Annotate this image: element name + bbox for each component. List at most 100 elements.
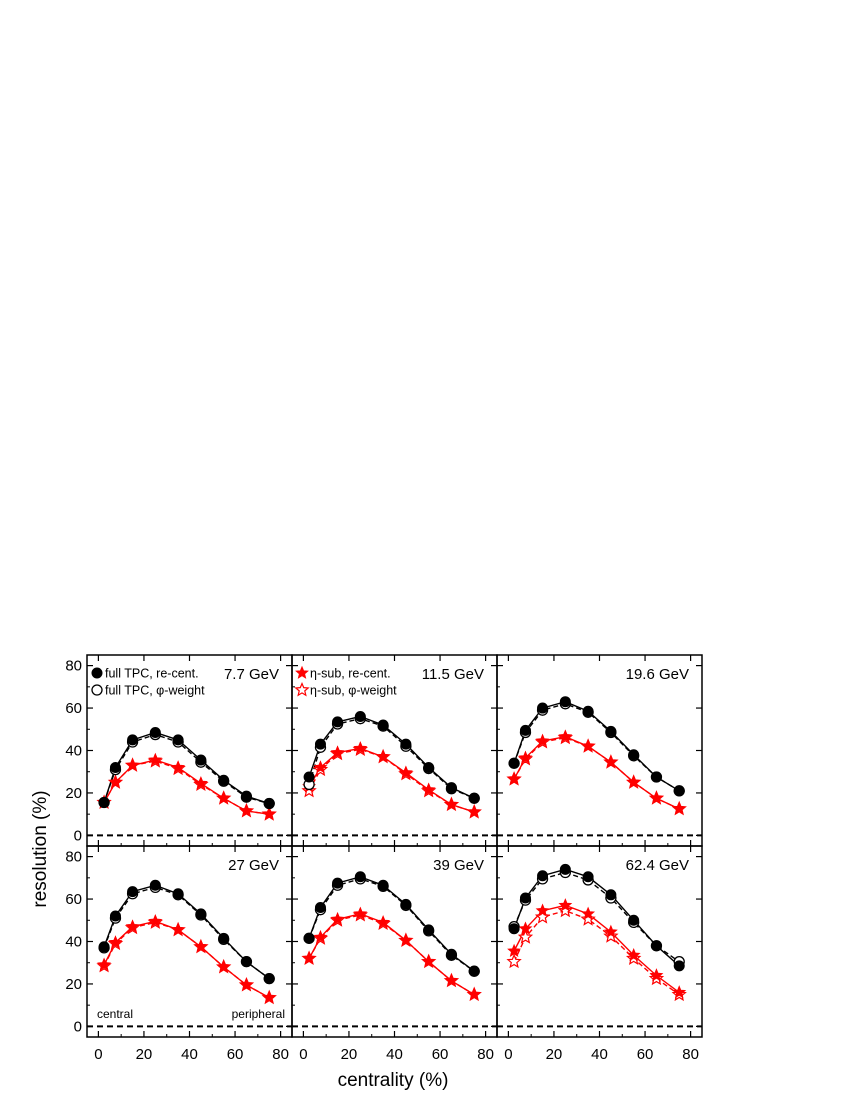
data-point-full-tpc-recent	[195, 908, 207, 920]
data-point-full-tpc-recent	[172, 888, 184, 900]
data-point-eta-sub-recent	[330, 911, 345, 926]
y-tick-label: 80	[65, 849, 82, 866]
data-point-eta-sub-recent	[108, 935, 123, 949]
data-point-eta-sub-recent	[467, 987, 482, 1001]
data-point-eta-sub-recent	[376, 915, 391, 929]
data-point-eta-sub-recent	[193, 939, 208, 953]
panels: 0 20 40 60 80 7.7 GeV 11.5 GeV 19.6 GeV 0 20 40 60 8…	[65, 654, 703, 1063]
data-point-eta-sub-recent	[330, 745, 345, 759]
data-point-eta-sub-phiweight	[534, 909, 551, 924]
x-tick-label: 80	[682, 1046, 699, 1063]
data-point-eta-sub-recent	[626, 775, 641, 789]
data-point-eta-sub-recent	[216, 790, 231, 805]
data-point-full-tpc-recent	[400, 738, 412, 750]
data-point-full-tpc-recent	[423, 924, 435, 936]
note-peripheral: peripheral	[232, 1007, 285, 1021]
legend-marker	[91, 684, 103, 696]
panel-frame	[496, 654, 703, 847]
data-point-full-tpc-recent	[423, 761, 435, 773]
x-tick-label: 40	[386, 1046, 403, 1063]
data-point-full-tpc-recent	[332, 716, 344, 728]
x-tick-label: 20	[546, 1046, 563, 1063]
data-point-eta-sub-recent	[108, 775, 123, 789]
legend-2: η-sub, re-cent. η-sub, φ-weight	[294, 665, 397, 698]
y-tick-label: 0	[74, 1018, 82, 1035]
data-point-eta-sub-phiweight	[506, 953, 522, 969]
data-point-full-tpc-recent	[582, 705, 594, 717]
data-point-full-tpc-recent	[127, 734, 139, 746]
energy-label: 39 GeV	[433, 857, 484, 874]
data-point-eta-sub-recent	[444, 797, 459, 811]
x-tick-label: 40	[591, 1046, 608, 1063]
data-point-full-tpc-recent	[98, 941, 110, 953]
note-central: central	[97, 1007, 133, 1021]
legend-label: η-sub, re-cent.	[310, 667, 391, 681]
data-point-eta-sub-recent	[353, 906, 368, 920]
legend-label: full TPC, φ-weight	[105, 684, 205, 698]
data-point-eta-sub-recent	[672, 801, 687, 815]
data-point-full-tpc-recent	[377, 719, 389, 731]
y-tick-label: 20	[65, 976, 82, 993]
legend-marker	[91, 667, 103, 679]
data-point-full-tpc-recent	[109, 910, 121, 922]
data-point-full-tpc-recent	[377, 879, 389, 891]
data-point-eta-sub-phiweight	[557, 902, 574, 918]
data-point-full-tpc-recent	[263, 973, 275, 985]
energy-label: 11.5 GeV	[422, 666, 484, 683]
data-point-eta-sub-recent	[467, 804, 482, 818]
panel-2: 11.5 GeV	[291, 654, 498, 847]
panel-5: 0 20 40 60 80 39 GeV	[291, 845, 498, 1063]
panel-4: 0 20 40 60 80 0 20 40 60 80 27 GeV	[65, 845, 293, 1063]
data-point-full-tpc-recent	[650, 940, 662, 952]
data-point-full-tpc-recent	[195, 754, 207, 766]
data-point-full-tpc-recent	[109, 761, 121, 773]
series-line-eta-sub-phiweight	[103, 921, 270, 999]
data-point-eta-sub-recent	[649, 968, 664, 982]
data-point-full-tpc-recent	[559, 696, 571, 708]
data-point-full-tpc-recent	[400, 898, 412, 910]
y-tick-label: 20	[65, 785, 82, 802]
x-tick-label: 80	[477, 1046, 494, 1063]
data-point-eta-sub-recent	[262, 990, 277, 1004]
data-point-eta-sub-recent	[353, 741, 368, 755]
data-point-full-tpc-recent	[559, 863, 571, 875]
data-point-eta-sub-recent	[125, 758, 140, 772]
data-point-full-tpc-recent	[445, 782, 457, 794]
data-point-full-tpc-recent	[240, 956, 252, 968]
data-point-full-tpc-recent	[332, 877, 344, 889]
x-tick-label: 0	[504, 1046, 512, 1063]
data-point-eta-sub-recent	[148, 752, 163, 766]
data-point-full-tpc-recent	[673, 960, 685, 972]
data-point-eta-sub-recent	[535, 903, 550, 917]
data-point-full-tpc-recent	[605, 889, 617, 901]
data-point-full-tpc-recent	[303, 771, 315, 783]
data-point-eta-sub-recent	[558, 898, 573, 912]
x-tick-label: 40	[181, 1046, 198, 1063]
panel-3: 19.6 GeV	[496, 654, 703, 847]
data-point-full-tpc-recent	[628, 749, 640, 761]
data-point-full-tpc-recent	[314, 738, 326, 750]
legend-marker	[294, 681, 310, 697]
data-point-eta-sub-recent	[421, 954, 436, 968]
data-point-eta-sub-phiweight	[603, 928, 619, 943]
data-point-full-tpc-recent	[149, 726, 161, 738]
x-tick-label: 60	[227, 1046, 244, 1063]
y-axis-title: resolution (%)	[30, 790, 51, 907]
data-point-full-tpc-recent	[468, 792, 480, 804]
data-point-eta-sub-recent	[444, 973, 459, 987]
data-point-eta-sub-recent	[97, 957, 112, 971]
legend-label: full TPC, re-cent.	[105, 667, 199, 681]
data-point-eta-sub-recent	[171, 760, 186, 774]
data-point-eta-sub-recent	[535, 733, 550, 747]
data-point-eta-sub-recent	[672, 985, 687, 999]
data-point-full-tpc-recent	[650, 771, 662, 783]
data-point-eta-sub-recent	[313, 929, 328, 944]
data-point-full-tpc-recent	[218, 932, 230, 944]
data-point-eta-sub-recent	[239, 977, 254, 991]
x-tick-label: 20	[341, 1046, 358, 1063]
data-point-eta-sub-phiweight	[580, 911, 596, 926]
energy-label: 27 GeV	[228, 857, 279, 874]
data-point-full-tpc-recent	[582, 871, 594, 883]
x-axis-title: centrality (%)	[338, 1070, 449, 1091]
